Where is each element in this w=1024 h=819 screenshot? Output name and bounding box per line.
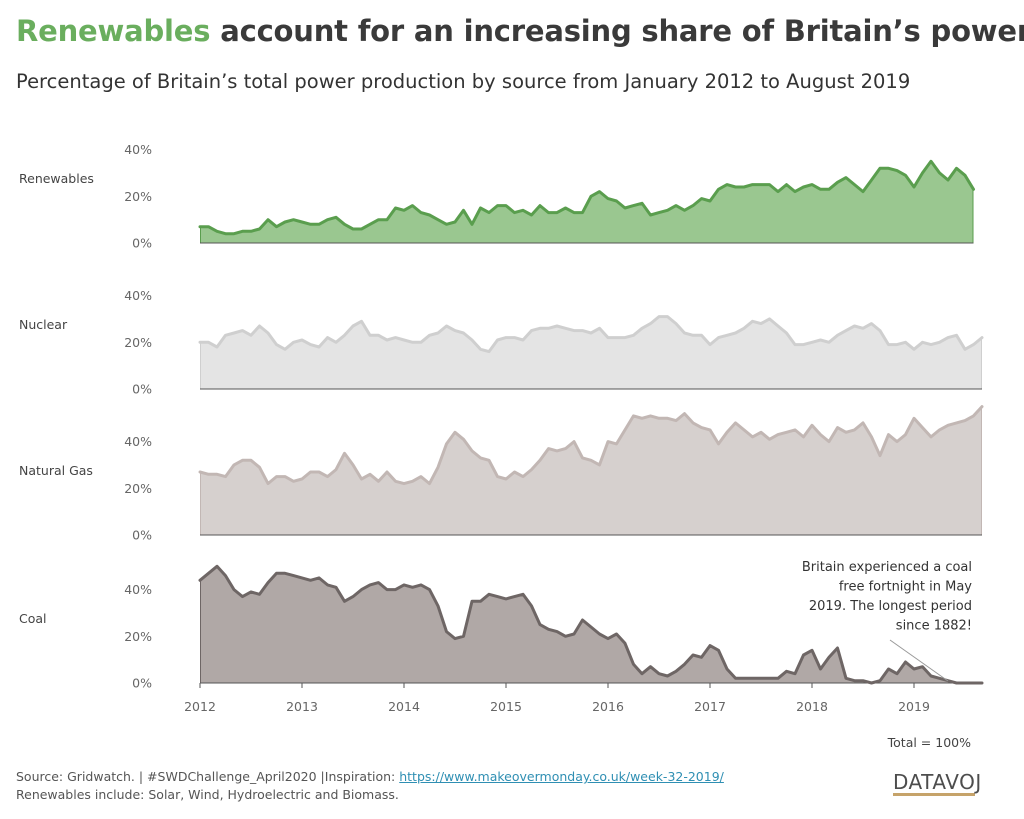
y-tick-label: 20%	[124, 481, 152, 496]
y-tick-label: 40%	[124, 434, 152, 449]
y-tick-label: 0%	[132, 382, 152, 397]
series-line	[198, 315, 984, 354]
x-tick-label: 2012	[184, 699, 216, 714]
y-tick-label: 40%	[124, 142, 152, 157]
x-tick-label: 2014	[388, 699, 420, 714]
annotation-text: 2019. The longest period	[809, 599, 972, 614]
series-label: Coal	[19, 611, 47, 626]
x-tick-label: 2016	[592, 699, 624, 714]
panel-renewables: Renewables 0% 20% 40%	[19, 142, 975, 251]
y-tick-label: 0%	[132, 528, 152, 543]
area-fill	[200, 566, 982, 683]
title-rest: account for an increasing share of Brita…	[210, 14, 1024, 48]
x-axis: 2012 2013 2014 2015 2016 2017 2018 2019	[184, 683, 930, 714]
logo-underline	[893, 793, 975, 796]
series-label: Natural Gas	[19, 463, 93, 478]
inspiration-link[interactable]: https://www.makeovermonday.co.uk/week-32…	[399, 769, 724, 784]
datavoj-logo: DATAVOJ	[893, 770, 982, 802]
area-fill	[200, 406, 982, 535]
y-tick-label: 20%	[124, 335, 152, 350]
annotation-leader	[889, 639, 949, 682]
y-tick-label: 40%	[124, 288, 152, 303]
x-tick-label: 2018	[796, 699, 828, 714]
series-label: Renewables	[19, 171, 94, 186]
coal-annotation: Britain experienced a coal free fortnight…	[802, 560, 972, 682]
series-line	[198, 159, 975, 236]
source-line: Source: Gridwatch. | #SWDChallenge_April…	[16, 769, 724, 784]
panel-natural-gas: Natural Gas 0% 20% 40%	[19, 405, 984, 543]
annotation-text: free fortnight in May	[839, 580, 972, 595]
logo-text: DATAVOJ	[893, 770, 982, 794]
panel-coal: Coal 0% 20% 40%	[19, 564, 984, 691]
y-tick-label: 20%	[124, 629, 152, 644]
title-highlight: Renewables	[16, 14, 211, 48]
source-text: Source: Gridwatch. | #SWDChallenge_April…	[16, 769, 400, 784]
series-line	[198, 405, 984, 486]
total-label: Total = 100%	[887, 735, 971, 750]
renewables-note: Renewables include: Solar, Wind, Hydroel…	[16, 787, 399, 802]
area-fill	[200, 161, 974, 243]
annotation-text: since 1882!	[896, 619, 972, 634]
x-tick-label: 2019	[898, 699, 930, 714]
chart-subtitle: Percentage of Britain’s total power prod…	[16, 70, 911, 93]
chart-panels: Renewables0%20%40%Nuclear0%20%40%Natural…	[19, 142, 984, 691]
series-label: Nuclear	[19, 317, 68, 332]
chart-title: Renewables account for an increasing sha…	[16, 14, 1024, 48]
annotation-text: Britain experienced a coal	[802, 560, 972, 575]
y-tick-label: 0%	[132, 236, 152, 251]
y-tick-label: 20%	[124, 189, 152, 204]
y-tick-label: 0%	[132, 676, 152, 691]
x-tick-label: 2013	[286, 699, 318, 714]
y-tick-label: 40%	[124, 582, 152, 597]
series-line	[198, 564, 984, 685]
panel-nuclear: Nuclear 0% 20% 40%	[19, 288, 984, 397]
x-tick-label: 2015	[490, 699, 522, 714]
x-tick-label: 2017	[694, 699, 726, 714]
